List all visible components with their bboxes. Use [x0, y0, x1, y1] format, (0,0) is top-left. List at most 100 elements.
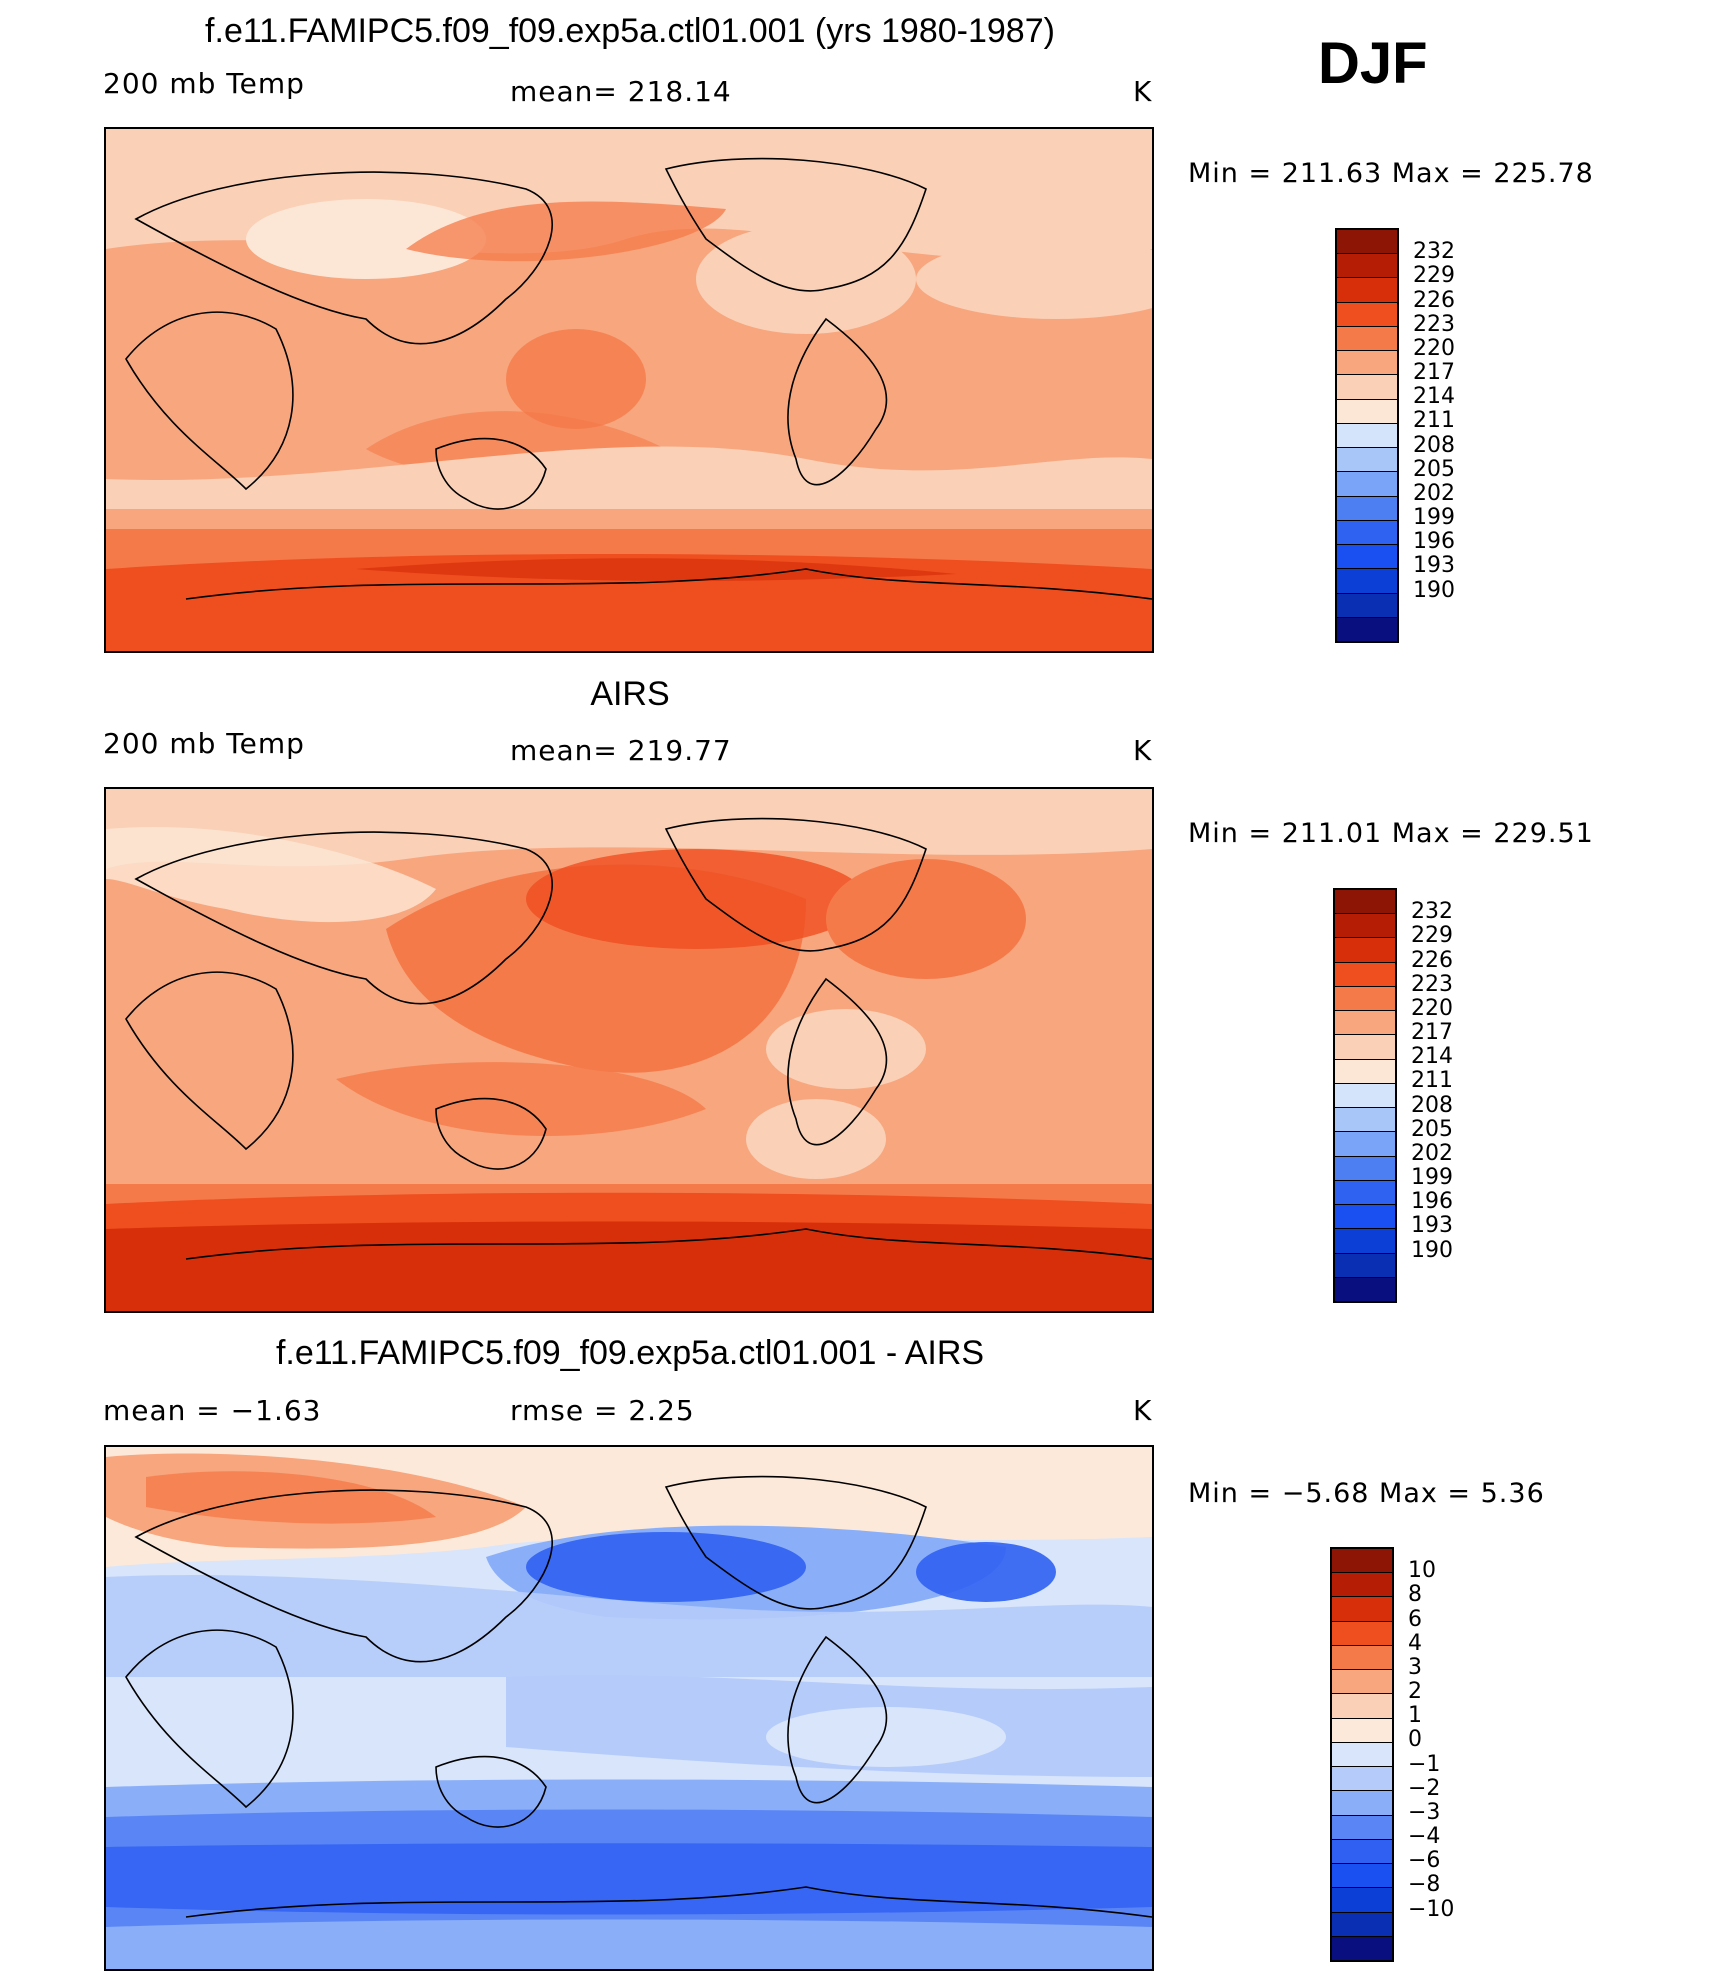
colorbar-box: [1337, 617, 1397, 641]
colorbar-tick-label: 190: [1411, 1237, 1453, 1263]
colorbar-tick-label: −3: [1408, 1799, 1441, 1825]
colorbar-box: [1337, 351, 1397, 376]
colorbar-box: [1332, 1670, 1392, 1695]
panel1-units-label: K: [1133, 75, 1153, 108]
panel3-colorbar: [1330, 1547, 1394, 1962]
colorbar-box: [1337, 326, 1397, 352]
colorbar-box: [1335, 1059, 1395, 1084]
colorbar-tick-label: 226: [1411, 947, 1453, 973]
colorbar-tick-label: 1: [1408, 1703, 1422, 1729]
colorbar-tick-label: 211: [1411, 1068, 1453, 1094]
colorbar-tick-label: 199: [1411, 1165, 1453, 1191]
colorbar-box: [1335, 1253, 1395, 1278]
colorbar-box: [1335, 1108, 1395, 1133]
colorbar-box: [1337, 545, 1397, 570]
colorbar-tick-label: 208: [1411, 1092, 1453, 1118]
colorbar-box: [1337, 254, 1397, 279]
colorbar-box: [1332, 1549, 1392, 1574]
panel1-mean-label: mean= 218.14: [510, 75, 732, 108]
colorbar-box: [1337, 423, 1397, 449]
colorbar-box: [1337, 399, 1397, 424]
panel3-mean-label: mean = −1.63: [103, 1394, 322, 1427]
colorbar-tick-label: −6: [1408, 1848, 1441, 1874]
panel2-minmax-label: Min = 211.01 Max = 229.51: [1188, 818, 1594, 849]
colorbar-tick-label: −4: [1408, 1824, 1441, 1850]
colorbar-tick-label: 211: [1413, 408, 1455, 434]
colorbar-box: [1337, 278, 1397, 303]
panel2-mean-label: mean= 219.77: [510, 734, 732, 767]
colorbar-tick-label: 10: [1408, 1558, 1436, 1584]
colorbar-box: [1337, 520, 1397, 546]
colorbar-tick-label: 229: [1411, 923, 1453, 949]
colorbar-tick-label: 220: [1413, 335, 1455, 361]
colorbar-box: [1332, 1694, 1392, 1719]
colorbar-tick-label: 190: [1413, 577, 1455, 603]
colorbar-tick-label: 196: [1411, 1189, 1453, 1215]
panel2-map: [104, 787, 1154, 1313]
colorbar-tick-label: 193: [1411, 1213, 1453, 1239]
colorbar-box: [1337, 375, 1397, 400]
colorbar-tick-label: 232: [1411, 899, 1453, 925]
colorbar-tick-label: 214: [1411, 1044, 1453, 1070]
colorbar-box: [1332, 1573, 1392, 1598]
colorbar-tick-label: 217: [1413, 360, 1455, 386]
colorbar-box: [1332, 1864, 1392, 1889]
colorbar-box: [1332, 1791, 1392, 1816]
colorbar-box: [1337, 593, 1397, 618]
colorbar-tick-label: −10: [1408, 1896, 1455, 1922]
colorbar-tick-label: 232: [1413, 239, 1455, 265]
colorbar-box: [1332, 1936, 1392, 1960]
colorbar-tick-label: 217: [1411, 1020, 1453, 1046]
panel1-title: f.e11.FAMIPC5.f09_f09.exp5a.ctl01.001 (y…: [205, 12, 1055, 50]
colorbar-tick-label: −2: [1408, 1775, 1441, 1801]
colorbar-box: [1332, 1742, 1392, 1768]
colorbar-box: [1335, 1229, 1395, 1254]
colorbar-box: [1335, 1156, 1395, 1181]
colorbar-box: [1335, 890, 1395, 915]
colorbar-box: [1335, 1277, 1395, 1301]
panel1-variable-label: 200 mb Temp: [103, 67, 305, 100]
colorbar-tick-label: −1: [1408, 1751, 1441, 1777]
panel1-contour-field: [106, 129, 1152, 651]
colorbar-tick-label: 196: [1413, 529, 1455, 555]
colorbar-box: [1337, 472, 1397, 497]
colorbar-tick-label: 220: [1411, 995, 1453, 1021]
colorbar-box: [1332, 1718, 1392, 1743]
colorbar-tick-label: 205: [1413, 456, 1455, 482]
colorbar-box: [1335, 938, 1395, 963]
colorbar-tick-label: 202: [1413, 480, 1455, 506]
colorbar-tick-label: 3: [1408, 1654, 1422, 1680]
colorbar-tick-label: 8: [1408, 1582, 1422, 1608]
panel1-map: [104, 127, 1154, 653]
colorbar-box: [1335, 1083, 1395, 1109]
colorbar-box: [1335, 1205, 1395, 1230]
colorbar-tick-label: 193: [1413, 553, 1455, 579]
colorbar-box: [1335, 1035, 1395, 1060]
colorbar-box: [1332, 1767, 1392, 1792]
panel2-variable-label: 200 mb Temp: [103, 727, 305, 760]
colorbar-tick-label: 0: [1408, 1727, 1422, 1753]
colorbar-tick-label: 223: [1413, 311, 1455, 337]
colorbar-box: [1335, 986, 1395, 1012]
colorbar-box: [1337, 230, 1397, 255]
colorbar-tick-label: −8: [1408, 1872, 1441, 1898]
colorbar-box: [1335, 1132, 1395, 1157]
panel3-title: f.e11.FAMIPC5.f09_f09.exp5a.ctl01.001 - …: [275, 1334, 985, 1372]
colorbar-box: [1335, 1180, 1395, 1206]
colorbar-tick-label: 4: [1408, 1630, 1422, 1656]
panel3-units-label: K: [1133, 1394, 1153, 1427]
panel1-minmax-label: Min = 211.63 Max = 225.78: [1188, 158, 1594, 189]
colorbar-tick-label: 199: [1413, 505, 1455, 531]
panel3-minmax-label: Min = −5.68 Max = 5.36: [1188, 1478, 1545, 1509]
colorbar-box: [1332, 1815, 1392, 1840]
colorbar-tick-label: 205: [1411, 1116, 1453, 1142]
season-label: DJF: [1318, 31, 1428, 96]
panel3-map: [104, 1445, 1154, 1971]
colorbar-box: [1335, 962, 1395, 987]
colorbar-box: [1332, 1645, 1392, 1671]
colorbar-box: [1332, 1839, 1392, 1865]
panel2-units-label: K: [1133, 734, 1153, 767]
panel3-contour-field: [106, 1447, 1152, 1969]
colorbar-tick-label: 208: [1413, 432, 1455, 458]
colorbar-box: [1332, 1912, 1392, 1937]
